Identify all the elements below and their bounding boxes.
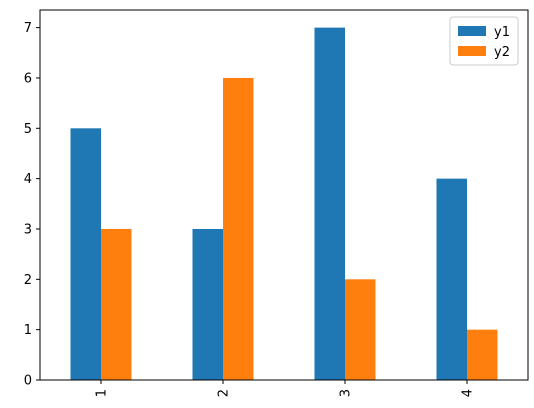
bar-y2-1: [101, 228, 132, 380]
y-tick-label: 7: [24, 21, 32, 36]
legend-label-y2: y2: [494, 45, 510, 60]
bar-y2-2: [223, 77, 254, 381]
plot-area: 0 1 2 3 4 5 6 7 1 2 3 4: [24, 9, 529, 397]
x-tick-label: 3: [339, 389, 354, 397]
y-tick-label: 4: [24, 172, 32, 187]
y-tick-label: 6: [24, 71, 32, 86]
bar-y1-3: [314, 27, 345, 381]
y-tick-label: 5: [24, 122, 32, 137]
legend-swatch-y1: [458, 26, 486, 36]
x-tick-label: 4: [461, 389, 476, 397]
bar-y1-1: [70, 128, 101, 380]
y-tick-label: 3: [24, 222, 32, 237]
x-tick-label: 2: [217, 389, 232, 397]
y-tick-label: 1: [24, 323, 32, 338]
y-tick-label: 0: [24, 374, 32, 389]
bar-y1-2: [192, 228, 223, 380]
bar-y2-3: [345, 279, 376, 380]
bar-y1-4: [436, 178, 467, 380]
y-tick-label: 2: [24, 273, 32, 288]
legend-swatch-y2: [458, 46, 486, 56]
bar-y2-4: [467, 329, 498, 380]
legend-label-y1: y1: [494, 25, 510, 40]
axes-frame: [39, 9, 529, 381]
x-tick-label: 1: [95, 389, 110, 397]
